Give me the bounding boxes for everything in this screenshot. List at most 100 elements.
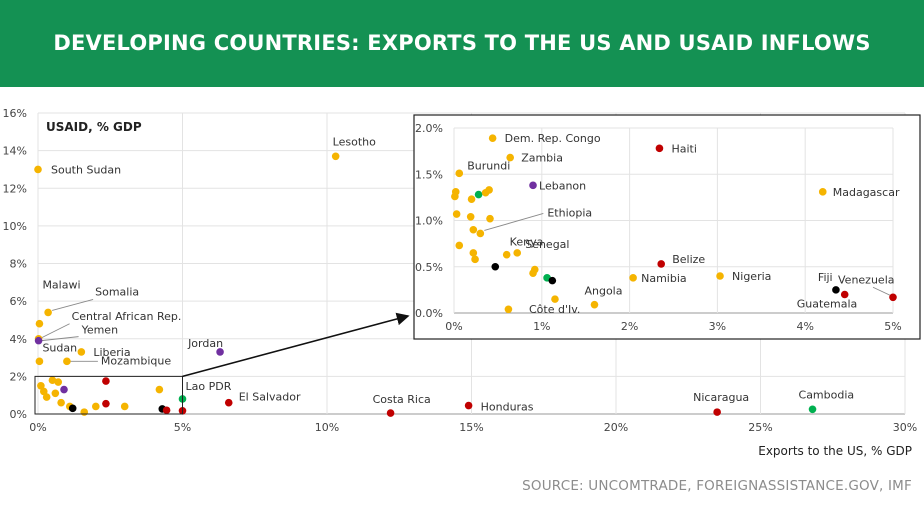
point bbox=[51, 389, 60, 398]
inset-point-madagascar bbox=[818, 188, 827, 196]
point-lesotho bbox=[331, 152, 340, 161]
point-costa-rica bbox=[386, 409, 395, 417]
point-nicaragua bbox=[713, 408, 721, 416]
main-point-labels: Lesotho South Sudan Malawi Somalia Central A… bbox=[42, 135, 854, 413]
inset-point bbox=[474, 190, 483, 199]
inset-point bbox=[452, 210, 461, 218]
point bbox=[42, 393, 51, 401]
inset-point-senegal bbox=[513, 249, 522, 257]
inset-x-tick-label: 3% bbox=[709, 320, 726, 333]
main-x-tick-label: 20% bbox=[604, 421, 628, 434]
main-y-tick-label: 14% bbox=[3, 145, 27, 158]
inset-label-senegal: Senegal bbox=[525, 238, 569, 251]
label-cambodia: Cambodia bbox=[799, 388, 855, 401]
inset-point-burundi bbox=[455, 169, 464, 178]
inset-y-tick-label: 0.0% bbox=[415, 307, 443, 320]
inset-label-kenya: Kenya bbox=[510, 236, 544, 249]
inset-point-kenya bbox=[502, 250, 511, 259]
inset-point bbox=[471, 255, 479, 264]
label-malawi: Malawi bbox=[42, 279, 80, 292]
inset-label-burundi: Burundi bbox=[467, 159, 510, 172]
title-banner bbox=[0, 0, 924, 87]
inset-label-venezuela: Venezuela bbox=[838, 273, 895, 286]
point bbox=[120, 402, 129, 411]
inset-point bbox=[469, 249, 478, 257]
main-x-tick-label: 0% bbox=[29, 421, 46, 434]
point bbox=[57, 398, 65, 407]
point bbox=[68, 404, 77, 413]
point-yemen bbox=[34, 336, 43, 345]
inset-x-tick-label: 4% bbox=[796, 320, 813, 333]
inset-x-tick-label: 1% bbox=[533, 320, 550, 333]
inset-point bbox=[466, 213, 475, 221]
callout-somalia bbox=[51, 298, 94, 311]
inset-point-ethiopia bbox=[476, 229, 485, 238]
inset-label-c-te-d-iv: Côte d'Iv. bbox=[529, 303, 580, 316]
inset-point-lebanon bbox=[529, 181, 537, 190]
inset-point bbox=[455, 241, 464, 250]
label-liberia: Liberia bbox=[93, 346, 130, 359]
inset-y-tick-label: 1.5% bbox=[415, 168, 443, 181]
point bbox=[48, 376, 57, 384]
point bbox=[80, 408, 89, 416]
label-somalia: Somalia bbox=[95, 285, 139, 298]
inset-point-c-te-d-iv bbox=[551, 295, 559, 303]
inset-label-zambia: Zambia bbox=[521, 152, 563, 165]
inset-point-guatemala bbox=[840, 290, 849, 299]
point bbox=[102, 377, 110, 385]
callout-central-african-rep bbox=[41, 323, 70, 339]
main-callout-lines bbox=[41, 298, 98, 362]
main-x-axis-label: Exports to the US, % GDP bbox=[758, 444, 912, 458]
inset-gridlines bbox=[453, 127, 894, 314]
inset-y-tick-label: 1.0% bbox=[415, 215, 443, 228]
inset-point-venezuela bbox=[889, 293, 897, 302]
main-y-axis-label: USAID, % GDP bbox=[46, 120, 142, 134]
inset-label-madagascar: Madagascar bbox=[833, 186, 900, 199]
point bbox=[60, 385, 68, 394]
inset-callout-lines bbox=[484, 213, 891, 296]
point-liberia bbox=[77, 348, 86, 356]
inset-label-ethiopia: Ethiopia bbox=[547, 206, 592, 219]
main-y-tick-label: 10% bbox=[3, 220, 27, 233]
main-y-tick-label: 16% bbox=[3, 107, 27, 120]
inset-label-guatemala: Guatemala bbox=[797, 298, 858, 311]
main-y-tick-label: 8% bbox=[10, 258, 27, 271]
main-x-tick-label: 5% bbox=[174, 421, 191, 434]
label-central-african-rep: Central African Rep. bbox=[72, 310, 182, 323]
point-south-sudan bbox=[34, 165, 42, 174]
inset-point bbox=[485, 186, 493, 194]
inset-label-nigeria: Nigeria bbox=[732, 270, 771, 283]
zoom-arrow bbox=[182, 312, 410, 378]
point-malawi bbox=[35, 319, 44, 328]
inset-point-belize bbox=[657, 260, 666, 268]
point bbox=[92, 402, 100, 411]
label-lao-pdr: Lao PDR bbox=[186, 380, 232, 393]
chart-title: DEVELOPING COUNTRIES: EXPORTS TO THE US … bbox=[53, 31, 871, 55]
inset-point-nigeria bbox=[716, 272, 724, 280]
inset-point-labels: Dem. Rep. Congo Zambia Burundi Haiti Lebanon… bbox=[467, 132, 900, 316]
inset-axes: 0.0% 0.5% 1.0% 1.5% 2.0% 0% 1% 2% 3% 4% 5% bbox=[415, 122, 902, 333]
point-mozambique bbox=[63, 357, 71, 366]
main-y-tick-label: 0% bbox=[10, 408, 27, 421]
main-x-tick-label: 15% bbox=[459, 421, 483, 434]
label-nicaragua: Nicaragua bbox=[693, 391, 749, 404]
main-axes: 0% 2% 4% 6% 8% 10% 12% 14% 16% 0% 5% 10% 15% 20% 25% 30… bbox=[3, 107, 918, 434]
inset-point bbox=[530, 265, 539, 274]
main-y-tick-label: 4% bbox=[10, 333, 27, 346]
point bbox=[102, 399, 110, 408]
callout-yemen bbox=[41, 336, 79, 342]
inset-point bbox=[491, 262, 500, 271]
inset-point bbox=[469, 225, 478, 234]
zoom-region-box bbox=[34, 375, 183, 415]
inset-point bbox=[467, 195, 476, 204]
label-yemen: Yemen bbox=[81, 324, 119, 337]
point bbox=[162, 406, 171, 415]
point bbox=[39, 387, 48, 396]
main-x-tick-label: 25% bbox=[748, 421, 772, 434]
point-sudan bbox=[35, 357, 44, 366]
point-cambodia bbox=[808, 405, 817, 414]
label-honduras: Honduras bbox=[481, 401, 534, 414]
main-points bbox=[34, 152, 817, 417]
inset-frame bbox=[413, 114, 921, 340]
